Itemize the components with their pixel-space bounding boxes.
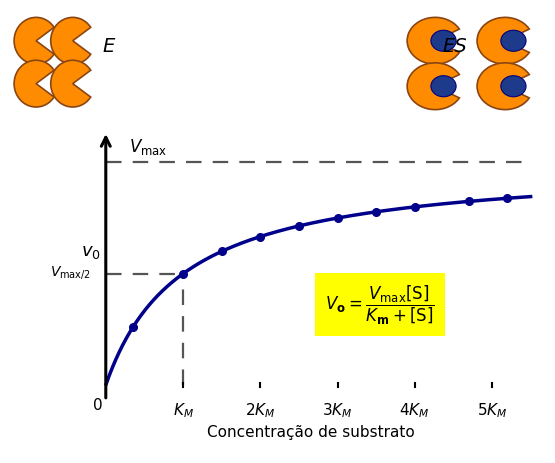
Text: $\mathit{V}_{\mathrm{max}/2}$: $\mathit{V}_{\mathrm{max}/2}$ bbox=[51, 263, 91, 281]
Wedge shape bbox=[14, 19, 54, 65]
Text: 0: 0 bbox=[93, 397, 103, 413]
Wedge shape bbox=[51, 19, 90, 65]
Circle shape bbox=[501, 31, 526, 52]
Wedge shape bbox=[477, 19, 529, 65]
Text: $3\mathit{K}_M$: $3\mathit{K}_M$ bbox=[322, 401, 353, 419]
Circle shape bbox=[431, 76, 456, 98]
Text: Concentração de substrato: Concentração de substrato bbox=[206, 424, 415, 439]
Text: ES: ES bbox=[443, 37, 467, 56]
Wedge shape bbox=[14, 61, 54, 108]
Wedge shape bbox=[51, 61, 90, 108]
Wedge shape bbox=[407, 64, 460, 110]
Text: $\mathit{V}_\mathbf{o} = \dfrac{\mathit{V}_{\mathrm{max}}[\mathrm{S}]}{\mathit{K: $\mathit{V}_\mathbf{o} = \dfrac{\mathit{… bbox=[325, 284, 435, 327]
Text: $\mathit{V}_{\mathrm{max}}$: $\mathit{V}_{\mathrm{max}}$ bbox=[129, 136, 167, 156]
Wedge shape bbox=[477, 64, 529, 110]
Text: $\mathit{v}_0$: $\mathit{v}_0$ bbox=[81, 243, 101, 261]
Wedge shape bbox=[407, 19, 460, 65]
Text: $2\mathit{K}_M$: $2\mathit{K}_M$ bbox=[245, 401, 276, 419]
Text: $5\mathit{K}_M$: $5\mathit{K}_M$ bbox=[477, 401, 507, 419]
Text: $\mathit{K}_M$: $\mathit{K}_M$ bbox=[173, 401, 194, 419]
Text: E: E bbox=[102, 37, 114, 56]
Circle shape bbox=[501, 76, 526, 98]
Text: $4\mathit{K}_M$: $4\mathit{K}_M$ bbox=[400, 401, 430, 419]
Circle shape bbox=[431, 31, 456, 52]
